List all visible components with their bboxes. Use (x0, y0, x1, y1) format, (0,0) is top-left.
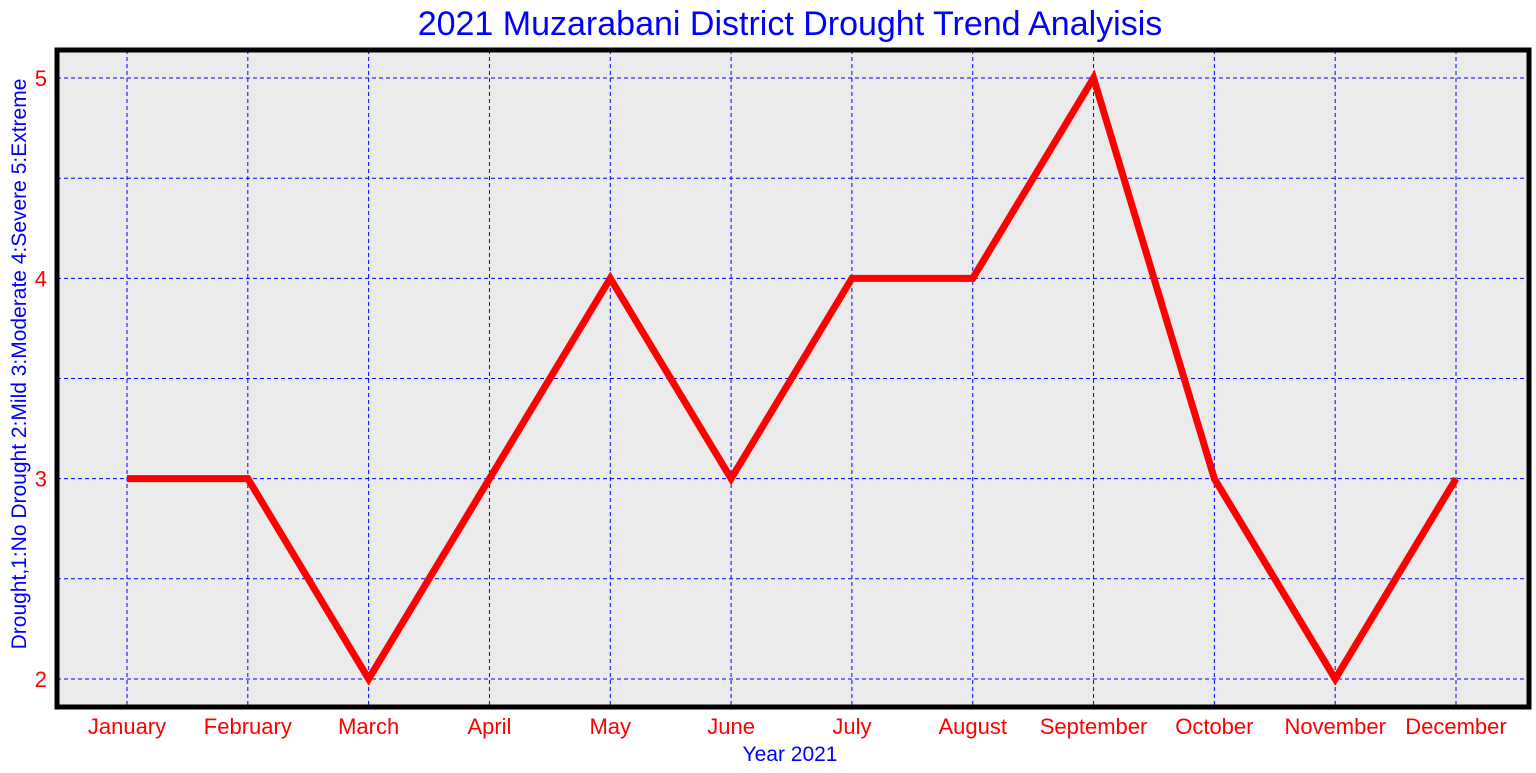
x-tick-label: November (1284, 714, 1385, 739)
series-line (127, 69, 1459, 686)
y-tick-label: 5 (35, 66, 47, 91)
x-axis-label: Year 2021 (743, 743, 838, 766)
y-tick-labels: 2 3 4 5 (35, 66, 47, 692)
y-tick-label: 3 (35, 467, 47, 492)
plot-frame (54, 47, 1532, 710)
x-tick-label: July (832, 714, 871, 739)
series-layer (127, 69, 1459, 686)
x-tick-label: June (707, 714, 755, 739)
x-tick-label: August (938, 714, 1007, 739)
grid-lines (57, 50, 1529, 707)
y-tick-label: 4 (35, 266, 47, 291)
y-axis-label: Drought,1:No Drought 2:Mild 3:Moderate 4… (8, 79, 31, 650)
x-tick-labels: January February March April May June July Augu… (88, 714, 1507, 739)
x-tick-label: October (1175, 714, 1253, 739)
x-tick-label: May (589, 714, 631, 739)
x-tick-label: March (338, 714, 399, 739)
chart-title: 2021 Muzarabani District Drought Trend A… (418, 5, 1163, 43)
y-tick-label: 2 (35, 667, 47, 692)
x-tick-label: April (467, 714, 511, 739)
x-tick-label: December (1405, 714, 1506, 739)
x-tick-label: February (204, 714, 292, 739)
x-tick-label: September (1040, 714, 1148, 739)
x-tick-label: January (88, 714, 166, 739)
